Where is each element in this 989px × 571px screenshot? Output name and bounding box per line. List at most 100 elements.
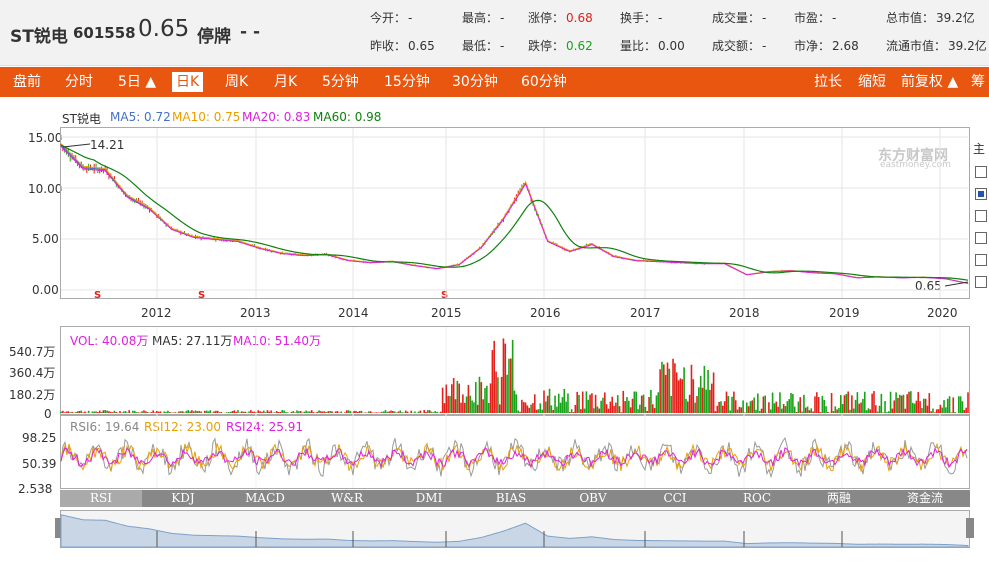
indicator-tab-obv[interactable]: OBV <box>579 491 607 505</box>
quote-header: ST锐电 601558 0.65 停牌 - - 今开： - 最高： - 涨停： 0.6… <box>0 0 989 66</box>
volume-bar <box>626 397 628 413</box>
adjust-mode-dropdown[interactable]: 前复权 ▲ <box>901 74 959 90</box>
volume-bar <box>274 412 276 413</box>
volume-bar <box>587 399 590 413</box>
volume-bar <box>948 396 951 413</box>
indicator-tab-cci[interactable]: CCI <box>663 491 687 505</box>
volume-bar <box>803 394 805 413</box>
indicator-tab-wr[interactable]: W&R <box>330 491 364 505</box>
volume-bar <box>264 412 267 413</box>
volume-bar <box>618 406 621 413</box>
volume-bar <box>344 412 346 413</box>
volume-bar <box>627 400 630 413</box>
volume-bar <box>382 411 385 413</box>
tab-premarket[interactable]: 盘前 <box>13 74 41 90</box>
overlay-checkbox-checked[interactable] <box>975 188 987 200</box>
overlay-checkbox[interactable] <box>975 210 987 222</box>
volume-bar <box>498 404 501 413</box>
indicator-tab-roc[interactable]: ROC <box>742 491 772 505</box>
volume-bar <box>902 394 905 413</box>
volume-bar <box>504 343 507 413</box>
y-tick-label: 15.00 <box>28 131 63 145</box>
overlay-checkbox[interactable] <box>975 276 987 288</box>
volume-bar <box>825 406 827 413</box>
s-marker: S <box>94 290 102 301</box>
volume-bar <box>852 408 855 413</box>
indicator-tab-macd[interactable]: MACD <box>245 491 285 505</box>
volume-bar <box>753 397 755 413</box>
indicator-tab-rsi[interactable]: RSI <box>60 490 142 507</box>
volume-bar <box>515 394 518 413</box>
volume-bar <box>237 410 239 413</box>
volume-bar <box>384 410 387 413</box>
volume-bar <box>508 358 510 413</box>
volume-bar <box>887 411 890 413</box>
tab-60min[interactable]: 60分钟 <box>521 74 567 90</box>
volume-bar <box>231 411 234 413</box>
tab-intraday[interactable]: 分时 <box>65 74 93 90</box>
volume-bar <box>963 410 966 413</box>
volume-bar <box>97 412 99 413</box>
volume-bar <box>436 411 438 413</box>
volume-bar <box>152 410 154 413</box>
tab-weekly-k[interactable]: 周K <box>225 74 249 90</box>
volume-bar <box>194 410 197 413</box>
indicator-tab-kdj[interactable]: KDJ <box>171 491 195 505</box>
zoom-out-button[interactable]: 缩短 <box>858 74 886 90</box>
tab-30min[interactable]: 30分钟 <box>452 74 498 90</box>
volume-bar <box>183 412 186 413</box>
volume-bar <box>967 392 969 413</box>
volume-bar <box>357 411 359 413</box>
volume-bar <box>537 409 540 413</box>
tab-15min[interactable]: 15分钟 <box>384 74 430 90</box>
volume-bar <box>740 407 743 413</box>
overlay-checkbox[interactable] <box>975 254 987 266</box>
volume-bar <box>439 411 442 413</box>
volume-bar <box>862 398 864 413</box>
volume-bar <box>744 412 746 413</box>
tab-daily-k[interactable]: 日K <box>172 72 204 92</box>
volume-bar <box>663 364 665 413</box>
overlay-checkbox[interactable] <box>975 166 987 178</box>
volume-bar <box>84 411 86 413</box>
volume-bar <box>552 409 555 413</box>
volume-bar <box>779 392 781 413</box>
volume-bar <box>441 387 444 413</box>
volume-bar <box>585 391 588 413</box>
volume-bar <box>653 408 656 413</box>
quote-pb: 市净： 2.68 <box>794 39 859 53</box>
volume-bar <box>473 402 475 413</box>
vol-tick-label: 360.4万 <box>9 366 56 380</box>
zoom-in-button[interactable]: 拉长 <box>814 74 842 90</box>
volume-bar <box>156 410 158 413</box>
legend-vol-ma5: MA5: 27.11万 <box>152 334 233 348</box>
volume-bar <box>465 396 468 413</box>
volume-bar <box>443 403 446 413</box>
indicator-tab-margin[interactable]: 两融 <box>826 491 851 505</box>
indicator-tab-dmi[interactable]: DMI <box>415 491 443 505</box>
volume-bar <box>666 362 669 413</box>
volume-bar <box>950 412 953 413</box>
volume-bar <box>615 402 617 413</box>
volume-bar <box>178 411 180 413</box>
volume-bar <box>959 396 962 413</box>
volume-bar <box>191 410 193 413</box>
legend-ma60: MA60: 0.98 <box>313 110 382 124</box>
tab-monthly-k[interactable]: 月K <box>274 74 298 90</box>
kline-chart[interactable] <box>0 97 989 571</box>
chips-tab[interactable]: 筹 <box>971 74 985 90</box>
overlay-checkbox[interactable] <box>975 232 987 244</box>
tab-5min[interactable]: 5分钟 <box>322 74 359 90</box>
quote-amount: 成交额： - <box>712 39 767 53</box>
volume-bar <box>76 411 79 413</box>
volume-bar <box>124 411 127 413</box>
volume-bar <box>784 406 787 413</box>
volume-bar <box>876 411 879 413</box>
volume-bar <box>725 391 728 413</box>
tab-5day[interactable]: 5日 ▲ <box>118 74 157 90</box>
volume-bar <box>250 410 252 413</box>
indicator-tab-fundflow[interactable]: 资金流 <box>906 491 943 505</box>
indicator-tab-bias[interactable]: BIAS <box>495 491 527 505</box>
volume-bar <box>893 400 896 413</box>
volume-bar <box>168 412 171 413</box>
